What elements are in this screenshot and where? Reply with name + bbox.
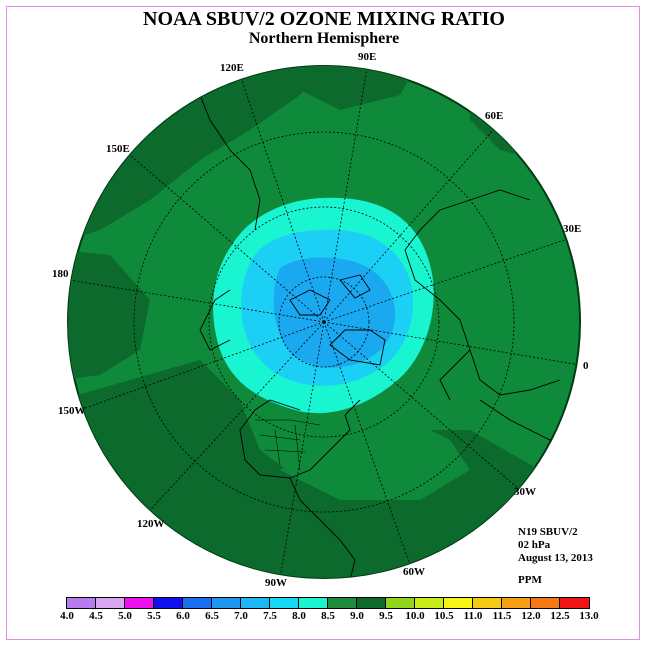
colorbar-segment xyxy=(386,598,415,608)
colorbar-tick-label: 12.0 xyxy=(521,610,541,622)
lat-circle-80 xyxy=(278,276,370,368)
meridian-0 xyxy=(323,321,580,366)
coast-eurasia xyxy=(404,189,561,401)
colorbar-tick-label: 7.5 xyxy=(263,610,277,622)
colorbar-tick-label: 5.5 xyxy=(147,610,161,622)
chart-title: NOAA SBUV/2 OZONE MIXING RATIO xyxy=(143,8,505,30)
lon-label-0: 0 xyxy=(583,360,589,372)
contour-7.0 xyxy=(273,257,395,368)
colorbar-segment xyxy=(560,598,589,608)
colorbar-segment xyxy=(96,598,125,608)
colorbar-tick-label: 5.0 xyxy=(118,610,132,622)
colorbar-segment xyxy=(125,598,154,608)
lon-label-150w: 150W xyxy=(58,405,86,417)
coastlines xyxy=(199,94,576,578)
colorbar-segment xyxy=(357,598,386,608)
contour-high-left xyxy=(68,250,150,380)
info-block: N19 SBUV/2 02 hPa August 13, 2013 xyxy=(518,526,593,565)
meridian-60w xyxy=(323,321,411,566)
coast-north-america xyxy=(239,399,361,578)
colorbar-tick-label: 6.5 xyxy=(205,610,219,622)
lon-label-180: 180 xyxy=(52,268,69,280)
meridian-30w xyxy=(323,321,521,491)
colorbar-tick-label: 9.5 xyxy=(379,610,393,622)
colorbar-segment xyxy=(270,598,299,608)
meridian-60e xyxy=(323,127,496,323)
graticule xyxy=(69,67,580,578)
colorbar-tick-label: 12.5 xyxy=(550,610,570,622)
lon-label-90w: 90W xyxy=(265,577,287,589)
contour-mid-lower xyxy=(280,420,470,500)
colorbar-segment xyxy=(328,598,357,608)
meridian-150w xyxy=(79,321,325,411)
meridian-90w xyxy=(279,321,325,578)
meridian-120e xyxy=(239,74,325,323)
plot-frame xyxy=(6,6,640,640)
colorbar-segment xyxy=(67,598,96,608)
colorbar-segment xyxy=(502,598,531,608)
colorbar-tick-label: 9.0 xyxy=(350,610,364,622)
meridian-90e xyxy=(323,67,368,323)
colorbar-tick-label: 13.0 xyxy=(579,610,599,622)
colorbar-segment xyxy=(212,598,241,608)
lon-label-120w: 120W xyxy=(137,518,165,530)
coast-asia-east xyxy=(199,94,261,231)
colorbar-segment xyxy=(241,598,270,608)
colorbar-segment xyxy=(444,598,473,608)
meridian-180 xyxy=(69,279,325,323)
colorbar-tick-label: 8.0 xyxy=(292,610,306,622)
date-label: August 13, 2013 xyxy=(518,552,593,564)
colorbar-segment xyxy=(183,598,212,608)
colorbar-segment xyxy=(154,598,183,608)
lon-label-150e: 150E xyxy=(106,143,130,155)
lon-label-90e: 90E xyxy=(358,51,377,63)
meridian-150e xyxy=(129,154,325,323)
lat-circle-40 xyxy=(133,131,515,513)
colorbar-segment xyxy=(415,598,444,608)
pressure-level-label: 02 hPa xyxy=(518,539,551,551)
lon-label-120e: 120E xyxy=(220,62,244,74)
colorbar-tick-label: 6.0 xyxy=(176,610,190,622)
colorbar-tick-label: 10.0 xyxy=(405,610,425,622)
colorbar-tick-label: 11.0 xyxy=(463,610,483,622)
coast-greenland xyxy=(329,329,386,366)
meridian-30e xyxy=(323,237,571,323)
chart-subtitle: Northern Hemisphere xyxy=(248,30,400,47)
lon-label-60e: 60E xyxy=(485,110,504,122)
us-state-borders xyxy=(255,419,321,471)
lon-label-30w: 30W xyxy=(514,486,536,498)
colorbar-tick-label: 10.5 xyxy=(434,610,454,622)
colorbar-segment xyxy=(299,598,328,608)
colorbar xyxy=(66,597,590,609)
units-label: PPM xyxy=(518,574,542,586)
colorbar-segment xyxy=(531,598,560,608)
colorbar-tick-label: 4.0 xyxy=(60,610,74,622)
colorbar-tick-label: 8.5 xyxy=(321,610,335,622)
colorbar-tick-label: 11.5 xyxy=(492,610,512,622)
lat-circle-60 xyxy=(208,206,440,438)
coast-alaska xyxy=(199,289,231,351)
colorbar-tick-label: 4.5 xyxy=(89,610,103,622)
colorbar-tick-label: 7.0 xyxy=(234,610,248,622)
instrument-label: N19 SBUV/2 xyxy=(518,526,578,538)
coast-arctic-islands xyxy=(289,274,371,316)
lon-label-60w: 60W xyxy=(403,566,425,578)
lon-label-30e: 30E xyxy=(563,223,582,235)
colorbar-segment xyxy=(473,598,502,608)
meridian-120w xyxy=(149,321,325,511)
